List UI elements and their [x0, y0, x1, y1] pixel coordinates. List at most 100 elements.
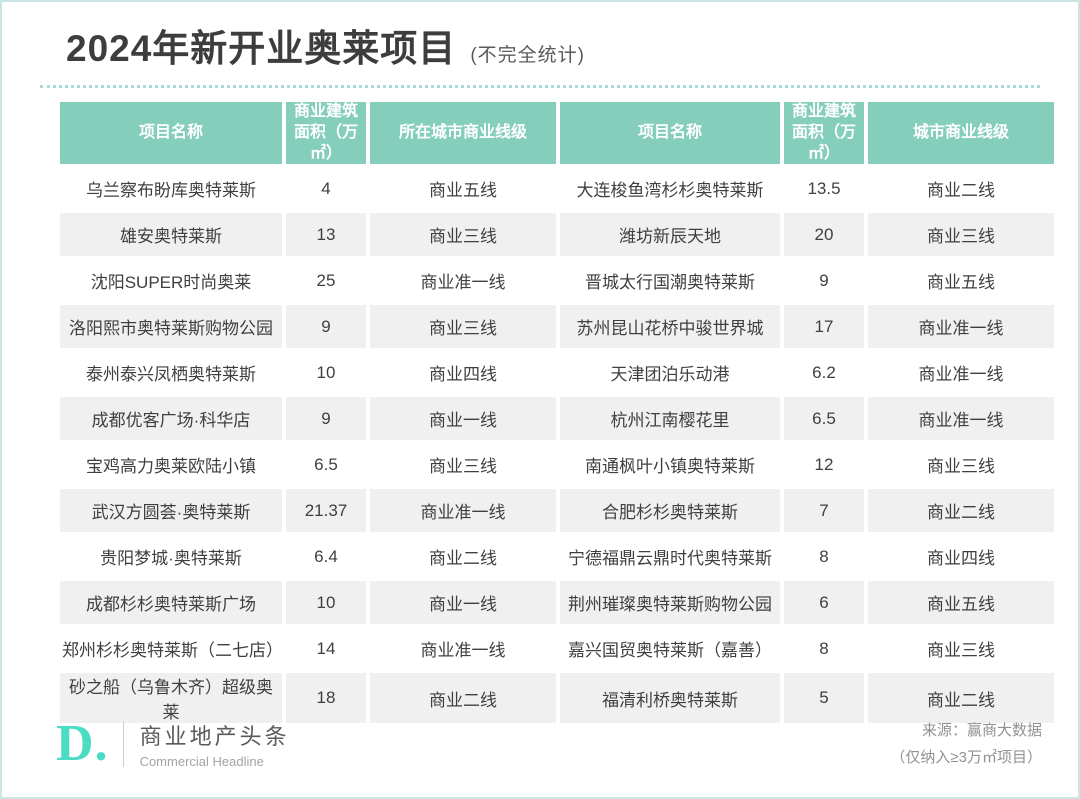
- column-header-city-tier-left: 所在城市商业线级: [370, 102, 556, 165]
- area-cell: 13.5: [784, 167, 864, 211]
- source-line-2: （仅纳入≥3万㎡项目）: [890, 749, 1042, 766]
- project-name-cell: 泰州泰兴凤栖奥特莱斯: [60, 351, 282, 395]
- brand-block: D. 商业地产头条 Commercial Headline: [56, 714, 290, 772]
- project-name-cell: 天津团泊乐动港: [560, 351, 780, 395]
- project-name-cell: 贵阳梦城·奥特莱斯: [60, 535, 282, 579]
- area-cell: 25: [286, 259, 366, 303]
- source-line-1: 来源：赢商大数据: [921, 722, 1042, 739]
- area-cell: 8: [784, 535, 864, 579]
- dotted-divider: [40, 85, 1040, 88]
- table-body: 乌兰察布盼库奥特莱斯 4 商业五线 大连梭鱼湾杉杉奥特莱斯 13.5 商业二线 雄安奥特莱斯…: [60, 167, 1054, 724]
- project-name-cell: 成都杉杉奥特莱斯广场: [60, 581, 282, 625]
- area-cell: 9: [784, 259, 864, 303]
- project-name-cell: 南通枫叶小镇奥特莱斯: [560, 443, 780, 487]
- project-name-cell: 荆州璀璨奥特莱斯购物公园: [560, 581, 780, 625]
- area-cell: 18: [286, 673, 366, 724]
- project-name-cell: 郑州杉杉奥特莱斯（二七店）: [60, 627, 283, 671]
- table-row: 雄安奥特莱斯 13 商业三线 潍坊新辰天地 20 商业三线: [60, 213, 1054, 257]
- project-name-cell: 大连梭鱼湾杉杉奥特莱斯: [560, 167, 780, 211]
- city-tier-cell: 商业三线: [868, 213, 1054, 257]
- table-row: 成都杉杉奥特莱斯广场 10 商业一线 荆州璀璨奥特莱斯购物公园 6 商业五线: [60, 581, 1054, 625]
- brand-text: 商业地产头条 Commercial Headline: [140, 719, 290, 769]
- project-name-cell: 合肥杉杉奥特莱斯: [560, 489, 780, 533]
- column-header-city-tier-right: 城市商业线级: [868, 102, 1054, 165]
- city-tier-cell: 商业三线: [370, 305, 556, 349]
- area-cell: 5: [784, 673, 864, 724]
- city-tier-cell: 商业准一线: [370, 259, 556, 303]
- table-row: 沈阳SUPER时尚奥莱 25 商业准一线 晋城太行国潮奥特莱斯 9 商业五线: [60, 259, 1054, 303]
- area-cell: 6.5: [784, 397, 864, 441]
- city-tier-cell: 商业三线: [868, 627, 1054, 671]
- footer: D. 商业地产头条 Commercial Headline 来源：赢商大数据 （…: [2, 705, 1078, 797]
- table-row: 宝鸡高力奥莱欧陆小镇 6.5 商业三线 南通枫叶小镇奥特莱斯 12 商业三线: [60, 443, 1054, 487]
- title-row: 2024年新开业奥莱项目 (不完全统计): [2, 2, 1078, 72]
- city-tier-cell: 商业三线: [370, 443, 556, 487]
- table-row: 泰州泰兴凤栖奥特莱斯 10 商业四线 天津团泊乐动港 6.2 商业准一线: [60, 351, 1054, 395]
- area-cell: 6: [784, 581, 864, 625]
- table-row: 郑州杉杉奥特莱斯（二七店） 14 商业准一线 嘉兴国贸奥特莱斯（嘉善） 8 商业三线: [60, 627, 1054, 671]
- city-tier-cell: 商业五线: [370, 167, 556, 211]
- page-title: 2024年新开业奥莱项目: [66, 28, 457, 69]
- brand-name: 商业地产头条: [139, 724, 290, 749]
- area-cell: 6.2: [784, 351, 864, 395]
- page-title-note: (不完全统计): [470, 45, 585, 66]
- area-cell: 6.4: [286, 535, 366, 579]
- source-note: 来源：赢商大数据 （仅纳入≥3万㎡项目）: [890, 717, 1042, 771]
- column-header-project-name-left: 项目名称: [60, 102, 282, 165]
- table-header: 项目名称 商业建筑面积（万㎡） 所在城市商业线级 项目名称 商业建筑面积（万㎡）…: [60, 102, 1054, 165]
- area-cell: 14: [286, 627, 366, 671]
- brand-subtitle: Commercial Headline: [139, 754, 264, 769]
- project-name-cell: 宝鸡高力奥莱欧陆小镇: [60, 443, 282, 487]
- city-tier-cell: 商业三线: [868, 443, 1054, 487]
- city-tier-cell: 商业二线: [370, 535, 556, 579]
- project-name-cell: 乌兰察布盼库奥特莱斯: [60, 167, 282, 211]
- city-tier-cell: 商业一线: [370, 397, 556, 441]
- area-cell: 13: [286, 213, 366, 257]
- project-name-cell: 苏州昆山花桥中骏世界城: [560, 305, 780, 349]
- project-name-cell: 沈阳SUPER时尚奥莱: [60, 259, 282, 303]
- city-tier-cell: 商业准一线: [868, 305, 1054, 349]
- city-tier-cell: 商业五线: [868, 259, 1054, 303]
- area-cell: 12: [784, 443, 864, 487]
- area-cell: 20: [784, 213, 864, 257]
- area-cell: 8: [784, 627, 864, 671]
- table-row: 砂之船（乌鲁木齐）超级奥莱 18 商业二线 福清利桥奥特莱斯 5 商业二线: [60, 673, 1054, 724]
- brand-logo-icon: D.: [56, 714, 109, 772]
- project-name-cell: 嘉兴国贸奥特莱斯（嘉善）: [560, 627, 780, 671]
- city-tier-cell: 商业四线: [868, 535, 1054, 579]
- city-tier-cell: 商业准一线: [370, 627, 556, 671]
- project-name-cell: 砂之船（乌鲁木齐）超级奥莱: [60, 673, 282, 724]
- area-cell: 17: [784, 305, 864, 349]
- table-row: 成都优客广场·科华店 9 商业一线 杭州江南樱花里 6.5 商业准一线: [60, 397, 1054, 441]
- column-header-area-right: 商业建筑面积（万㎡）: [784, 102, 864, 165]
- table-row: 贵阳梦城·奥特莱斯 6.4 商业二线 宁德福鼎云鼎时代奥特莱斯 8 商业四线: [60, 535, 1054, 579]
- city-tier-cell: 商业准一线: [868, 397, 1054, 441]
- city-tier-cell: 商业五线: [868, 581, 1054, 625]
- city-tier-cell: 商业准一线: [868, 351, 1054, 395]
- header-row: 项目名称 商业建筑面积（万㎡） 所在城市商业线级 项目名称 商业建筑面积（万㎡）…: [60, 102, 1054, 165]
- city-tier-cell: 商业二线: [370, 673, 556, 724]
- column-header-project-name-right: 项目名称: [560, 102, 780, 165]
- project-name-cell: 杭州江南樱花里: [560, 397, 780, 441]
- project-name-cell: 雄安奥特莱斯: [60, 213, 282, 257]
- city-tier-cell: 商业一线: [370, 581, 556, 625]
- city-tier-cell: 商业准一线: [370, 489, 556, 533]
- project-name-cell: 福清利桥奥特莱斯: [560, 673, 780, 724]
- area-cell: 6.5: [286, 443, 366, 487]
- city-tier-cell: 商业二线: [868, 673, 1054, 724]
- brand-divider: [122, 721, 124, 767]
- project-name-cell: 武汉方圆荟·奥特莱斯: [60, 489, 282, 533]
- project-name-cell: 洛阳熙市奥特莱斯购物公园: [60, 305, 282, 349]
- city-tier-cell: 商业四线: [370, 351, 556, 395]
- project-name-cell: 潍坊新辰天地: [560, 213, 780, 257]
- table-row: 乌兰察布盼库奥特莱斯 4 商业五线 大连梭鱼湾杉杉奥特莱斯 13.5 商业二线: [60, 167, 1054, 211]
- area-cell: 9: [286, 397, 366, 441]
- outlet-projects-table: 项目名称 商业建筑面积（万㎡） 所在城市商业线级 项目名称 商业建筑面积（万㎡）…: [56, 99, 1058, 726]
- column-header-area-left: 商业建筑面积（万㎡）: [286, 102, 366, 165]
- city-tier-cell: 商业二线: [868, 489, 1054, 533]
- project-name-cell: 晋城太行国潮奥特莱斯: [560, 259, 780, 303]
- area-cell: 7: [784, 489, 864, 533]
- area-cell: 4: [286, 167, 366, 211]
- project-name-cell: 宁德福鼎云鼎时代奥特莱斯: [560, 535, 780, 579]
